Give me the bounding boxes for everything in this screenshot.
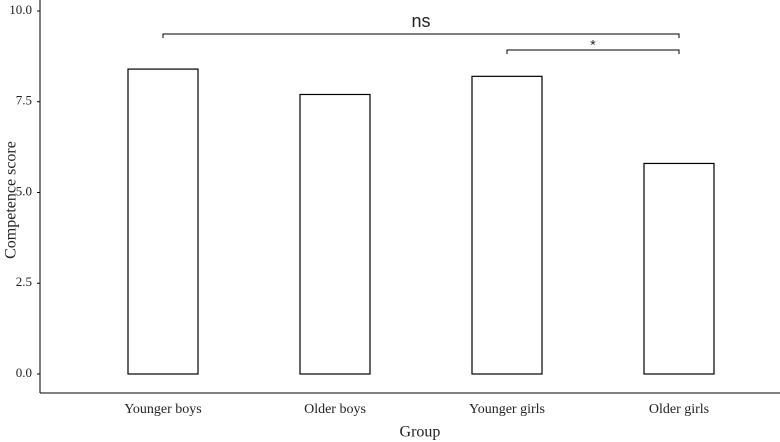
y-tick-label: 10.0 [9, 2, 32, 17]
significance-bracket [506, 49, 680, 54]
y-tick-label: 5.0 [16, 183, 32, 198]
significance-bracket [162, 33, 680, 38]
bar [127, 68, 199, 375]
y-tick-label: 7.5 [16, 93, 32, 108]
x-axis-label: Group [400, 424, 441, 441]
bar [471, 75, 543, 375]
significance-label: ns [411, 11, 430, 31]
bar [643, 162, 715, 375]
bar [299, 93, 371, 375]
significance-label: * [590, 37, 596, 53]
x-tick-label: Older boys [304, 402, 366, 417]
y-tick-label: 0.0 [16, 365, 32, 380]
x-tick-label: Younger boys [124, 402, 202, 417]
x-tick-label: Younger girls [469, 402, 545, 417]
y-axis-label: Competence score [3, 141, 20, 259]
y-tick-label: 2.5 [16, 274, 32, 289]
x-tick-label: Older girls [649, 402, 709, 417]
